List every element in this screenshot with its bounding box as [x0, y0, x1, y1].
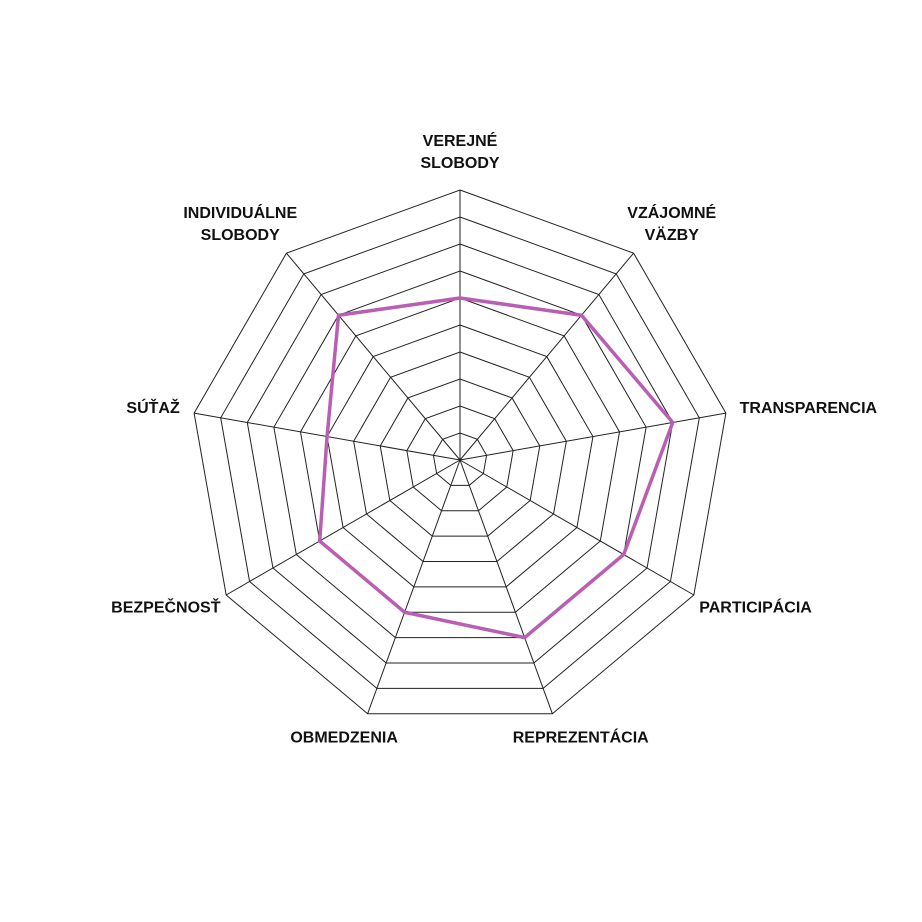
axis-label: TRANSPARENCIA — [739, 399, 878, 417]
axis-label: INDIVIDUÁLNE SLOBODY — [183, 204, 298, 244]
grid-ring — [353, 351, 567, 562]
axis-label: PARTICIPÁCIA — [699, 599, 812, 616]
axis-label: VZÁJOMNÉ VÄZBY — [627, 204, 717, 244]
axis-spoke — [367, 459, 461, 714]
axis-label: VEREJNÉ SLOBODY — [420, 133, 500, 172]
axis-spoke — [459, 252, 634, 461]
axis-label: SÚŤAŽ — [126, 399, 180, 417]
grid-ring — [220, 216, 700, 689]
grid-ring — [326, 324, 594, 588]
axis-spoke — [459, 412, 726, 461]
data-line — [317, 296, 675, 640]
grid-ring — [193, 189, 727, 715]
grid-ring — [379, 378, 541, 537]
grid-ring — [432, 432, 488, 486]
axis-label: OBMEDZENIA — [290, 729, 398, 747]
axis-spoke — [225, 459, 461, 596]
grid-ring — [273, 270, 647, 639]
grid-ring — [299, 297, 621, 613]
axis-label: REPREZENTÁCIA — [512, 729, 649, 747]
grid-ring — [406, 405, 514, 512]
axis-spoke — [459, 459, 695, 596]
axis-label: BEZPEČNOSŤ — [111, 599, 221, 616]
grid-ring — [246, 243, 674, 664]
axis-spoke — [459, 459, 553, 714]
axis-spoke — [286, 252, 461, 461]
